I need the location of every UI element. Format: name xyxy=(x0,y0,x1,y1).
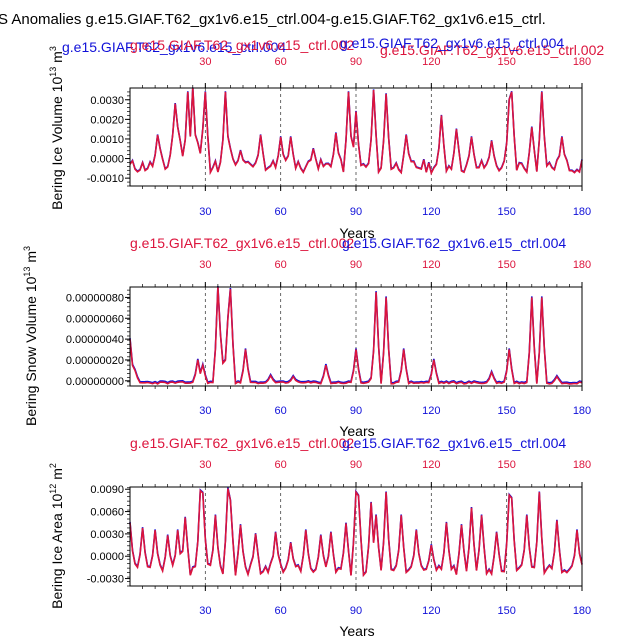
y-tick-label: -0.0010 xyxy=(87,173,124,185)
plot-ice-area: -0.0030 0.0000 0.0030 0.0060 0.0090 30 30 60 60 9… xyxy=(87,459,591,617)
x-tick-label-bottom: 90 xyxy=(350,405,362,417)
panel2-title-blue: g.e15.GIAF.T62_gx1v6.e15_ctrl.004 xyxy=(342,235,566,251)
x-tick-label-top: 120 xyxy=(422,259,440,271)
x-tick-label-top: 90 xyxy=(350,459,362,471)
x-tick-label-bottom: 90 xyxy=(350,206,362,218)
x-tick-label-top: 120 xyxy=(422,459,440,471)
y-tick-label: 0.00000020 xyxy=(66,355,124,367)
x-tick-label-top: 180 xyxy=(573,56,591,68)
x-tick-label-bottom: 30 xyxy=(199,405,211,417)
x-tick-label-bottom: 180 xyxy=(573,206,591,218)
panel1-title-blue-overlay: g.e15.GIAF.T62_gx1v6.e15_ctrl.004 xyxy=(340,35,564,51)
y-tick-label: 0.0000 xyxy=(90,551,124,563)
x-tick-label-top: 150 xyxy=(497,459,515,471)
x-tick-label-bottom: 60 xyxy=(275,605,287,617)
x-tick-label-top: 120 xyxy=(422,56,440,68)
series-line-red xyxy=(129,488,583,578)
y-tick-label: 0.0090 xyxy=(90,484,124,496)
y-tick-label: 0.00000060 xyxy=(66,313,124,325)
x-tick-label-top: 30 xyxy=(199,259,211,271)
x-tick-label-top: 150 xyxy=(497,56,515,68)
y-tick-label: 0.0060 xyxy=(90,507,124,519)
x-tick-label-bottom: 120 xyxy=(422,206,440,218)
x-tick-label-bottom: 180 xyxy=(573,405,591,417)
series-line-red xyxy=(129,286,583,386)
panel1-title-red-overlay: g.e15.GIAF.T62_gx1v6.e15_ctrl.002 xyxy=(380,42,604,58)
plot-snow-volume: 0.00000000 0.00000020 0.00000040 0.00000060… xyxy=(66,259,591,417)
x-tick-label-bottom: 120 xyxy=(422,405,440,417)
y-tick-label: 0.0000 xyxy=(90,154,124,166)
panel2-ylabel: Bering Snow Volume 1013 m3 xyxy=(22,246,39,426)
x-tick-label-top: 90 xyxy=(350,259,362,271)
x-tick-label-bottom: 150 xyxy=(497,405,515,417)
x-tick-label-top: 90 xyxy=(350,56,362,68)
panel1-title-red: g.e15.GIAF.T62_gx1v6.e15_ctrl.002 xyxy=(130,37,354,53)
x-tick-label-bottom: 30 xyxy=(199,206,211,218)
y-tick-label: 0.0020 xyxy=(90,114,124,126)
x-tick-label-bottom: 60 xyxy=(275,206,287,218)
x-tick-label-top: 180 xyxy=(573,259,591,271)
x-tick-label-top: 60 xyxy=(275,259,287,271)
panel3-title-red: g.e15.GIAF.T62_gx1v6.e15_ctrl.002 xyxy=(130,435,354,451)
panel-ice-area: g.e15.GIAF.T62_gx1v6.e15_ctrl.002 g.e15.… xyxy=(48,435,566,638)
y-tick-label: 0.00000000 xyxy=(66,376,124,388)
panel1-xlabel: Years xyxy=(339,225,374,241)
series-line-red xyxy=(129,87,583,176)
x-tick-label-top: 30 xyxy=(199,459,211,471)
x-tick-label-top: 180 xyxy=(573,459,591,471)
y-tick-label: 0.0030 xyxy=(90,95,124,107)
panel2-title-red: g.e15.GIAF.T62_gx1v6.e15_ctrl.002 xyxy=(130,235,354,251)
y-tick-label: 0.00000040 xyxy=(66,334,124,346)
panel-snow-volume: g.e15.GIAF.T62_gx1v6.e15_ctrl.002 g.e15.… xyxy=(22,235,566,439)
plot-ice-volume: -0.0010 0.0000 0.0010 0.0020 0.0030 30 30 60 60 9… xyxy=(87,56,591,218)
y-tick-label: 0.0010 xyxy=(90,134,124,146)
x-tick-label-top: 60 xyxy=(275,56,287,68)
x-tick-label-bottom: 30 xyxy=(199,605,211,617)
panel3-xlabel: Years xyxy=(339,623,374,638)
x-tick-label-top: 30 xyxy=(199,56,211,68)
panel3-title-blue: g.e15.GIAF.T62_gx1v6.e15_ctrl.004 xyxy=(342,435,566,451)
panel-ice-volume: g.e15.GIAF.T62_gx1v6.e15_ctrl.004 g.e15.… xyxy=(48,35,604,241)
y-tick-label: -0.0030 xyxy=(87,574,124,586)
y-tick-label: 0.0030 xyxy=(90,529,124,541)
panel1-title-blue: g.e15.GIAF.T62_gx1v6.e15_ctrl.004 xyxy=(62,39,286,55)
x-tick-label-bottom: 180 xyxy=(573,605,591,617)
x-tick-label-top: 60 xyxy=(275,459,287,471)
x-tick-label-bottom: 60 xyxy=(275,405,287,417)
panel2-xlabel: Years xyxy=(339,423,374,439)
main-title: S Anomalies g.e15.GIAF.T62_gx1v6.e15_ctr… xyxy=(0,11,546,28)
x-tick-label-top: 150 xyxy=(497,259,515,271)
x-tick-label-bottom: 150 xyxy=(497,206,515,218)
x-tick-label-bottom: 150 xyxy=(497,605,515,617)
x-tick-label-bottom: 120 xyxy=(422,605,440,617)
y-tick-label: 0.00000080 xyxy=(66,292,124,304)
panel3-ylabel: Bering Ice Area 1012 m2 xyxy=(48,463,65,609)
panel1-ylabel: Bering Ice Volume 1013 m3 xyxy=(48,46,65,210)
x-tick-label-bottom: 90 xyxy=(350,605,362,617)
